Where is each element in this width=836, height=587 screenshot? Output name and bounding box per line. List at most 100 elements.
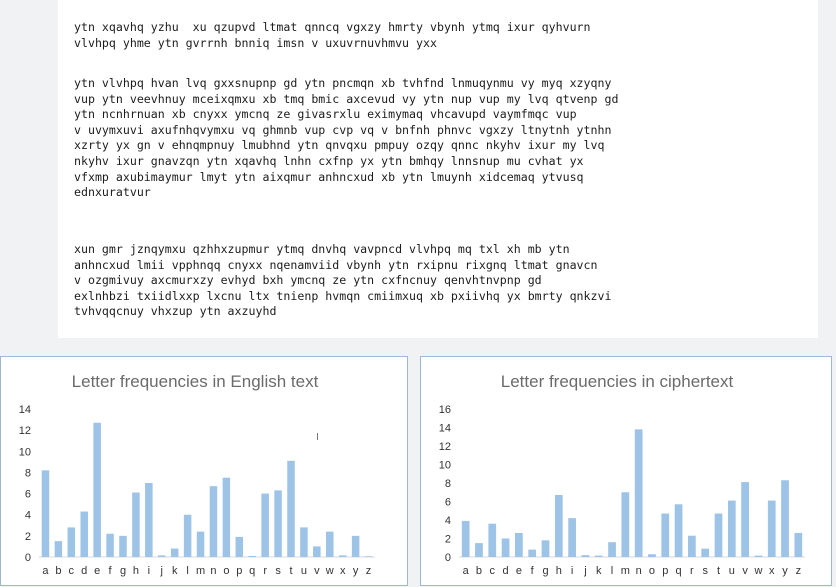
bar — [528, 549, 537, 557]
bar — [794, 532, 803, 557]
bar — [714, 513, 723, 557]
x-tick-label: f — [531, 565, 535, 577]
document-page: ytn xqavhq yzhu xu qzupvd ltmat qnncq vg… — [58, 0, 818, 338]
bar — [274, 490, 282, 557]
x-tick-label: p — [236, 565, 242, 577]
bar — [158, 555, 166, 557]
ciphertext-paragraph: ytn xqavhq yzhu xu qzupvd ltmat qnncq vg… — [74, 20, 591, 50]
bar — [41, 470, 50, 557]
x-tick-label: i — [148, 565, 150, 577]
bar — [93, 422, 101, 557]
bar — [170, 548, 179, 557]
y-tick-label: 6 — [445, 497, 451, 509]
bar — [581, 555, 590, 557]
y-tick-label: 12 — [19, 425, 31, 437]
x-tick-label: n — [636, 565, 642, 577]
x-tick-label: g — [120, 565, 126, 577]
bar — [145, 483, 153, 557]
y-tick-label: 14 — [19, 404, 31, 416]
x-tick-label: m — [196, 565, 205, 577]
bar — [287, 460, 295, 557]
bar — [80, 511, 88, 557]
bar — [688, 535, 696, 557]
x-tick-label: b — [55, 565, 61, 577]
x-tick-label: d — [81, 565, 87, 577]
x-tick-label: w — [753, 565, 762, 577]
bar — [261, 493, 269, 557]
x-tick-label: j — [160, 565, 163, 577]
x-tick-label: w — [325, 565, 334, 577]
bar — [54, 541, 63, 557]
x-tick-label: c — [490, 565, 496, 577]
bar — [781, 480, 789, 557]
x-tick-label: k — [596, 565, 602, 577]
x-tick-label: x — [340, 565, 346, 577]
bar — [727, 500, 736, 557]
x-tick-label: q — [676, 565, 682, 577]
x-tick-label: a — [42, 565, 49, 577]
bar — [338, 555, 347, 557]
text-cursor-icon: I — [316, 432, 319, 443]
chart-title: Letter frequencies in English text — [72, 372, 319, 391]
bar — [648, 554, 656, 557]
bar — [701, 548, 710, 557]
y-tick-label: 16 — [439, 404, 451, 416]
bar — [621, 492, 630, 557]
bar — [634, 429, 643, 557]
bar — [515, 532, 523, 557]
bar — [541, 540, 550, 557]
y-tick-label: 8 — [445, 478, 451, 490]
x-tick-label: v — [742, 565, 748, 577]
y-tick-label: 6 — [25, 489, 31, 501]
x-tick-label: r — [690, 565, 694, 577]
x-tick-label: o — [649, 565, 655, 577]
x-tick-label: r — [263, 565, 267, 577]
x-tick-label: u — [301, 565, 307, 577]
x-tick-label: p — [662, 565, 668, 577]
y-tick-label: 10 — [19, 446, 31, 458]
bar — [196, 531, 205, 557]
y-tick-label: 4 — [445, 515, 451, 527]
bar — [501, 538, 510, 557]
bar — [364, 556, 373, 557]
ciphertext-frequency-chart-panel: Letter frequencies in ciphertext 0 2 4 6 8 10… — [420, 356, 832, 586]
bar — [554, 495, 563, 557]
y-tick-label: 12 — [439, 441, 451, 453]
bar — [475, 543, 483, 557]
x-tick-label: l — [186, 565, 188, 577]
x-tick-label: v — [314, 565, 320, 577]
bar — [594, 555, 603, 557]
bar — [300, 527, 308, 557]
ciphertext-frequency-chart: Letter frequencies in ciphertext 0 2 4 6 8 10… — [439, 372, 805, 577]
y-tick-label: 2 — [25, 531, 31, 543]
x-tick-label: c — [69, 565, 75, 577]
ciphertext-paragraph: xun gmr jznqymxu qzhhxzupmur ytmq dnvhq … — [74, 242, 612, 319]
x-tick-label: y — [782, 565, 788, 577]
y-tick-label: 0 — [25, 552, 31, 564]
bar — [661, 513, 670, 557]
bar — [608, 542, 616, 557]
x-tick-label: i — [571, 565, 573, 577]
x-tick-label: s — [275, 565, 281, 577]
x-tick-label: g — [542, 565, 548, 577]
bar — [674, 504, 683, 557]
x-tick-label: x — [769, 565, 775, 577]
x-tick-label: n — [210, 565, 216, 577]
x-tick-label: l — [611, 565, 613, 577]
x-tick-label: z — [366, 565, 372, 577]
bar — [326, 531, 334, 557]
bar — [106, 533, 114, 557]
bar — [248, 555, 256, 557]
bar — [119, 535, 127, 557]
x-tick-label: h — [133, 565, 139, 577]
bar — [183, 514, 192, 557]
y-tick-label: 10 — [439, 460, 451, 472]
x-tick-label: f — [109, 565, 113, 577]
x-tick-label: j — [583, 565, 586, 577]
bar — [488, 523, 497, 557]
x-tick-label: u — [729, 565, 735, 577]
y-tick-label: 8 — [25, 467, 31, 479]
x-tick-label: t — [717, 565, 720, 577]
bar — [351, 535, 360, 557]
y-tick-label: 4 — [25, 510, 31, 522]
